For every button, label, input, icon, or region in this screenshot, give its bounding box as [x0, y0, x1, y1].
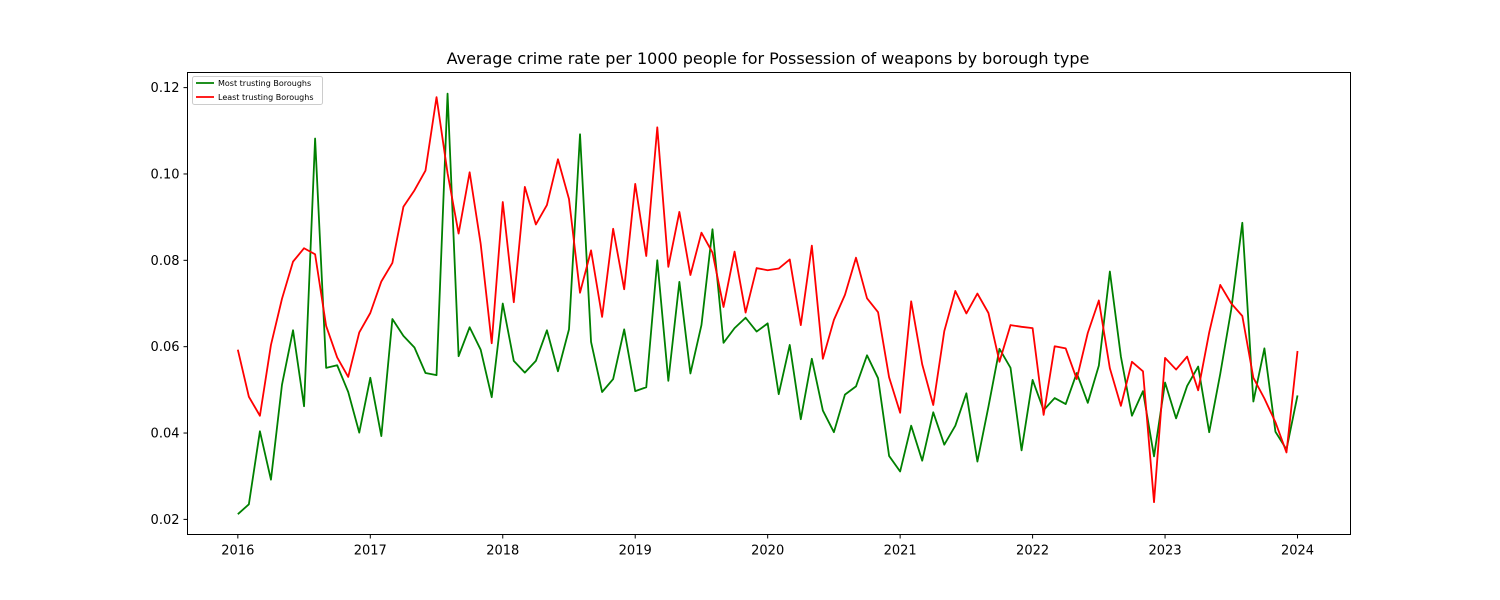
chart-title: Average crime rate per 1000 people for P…: [447, 49, 1090, 68]
y-tick-label: 0.10: [151, 167, 180, 182]
legend: Most trusting Boroughs Least trusting Bor…: [192, 76, 323, 105]
x-tick-label: 2022: [1016, 544, 1049, 559]
legend-box: [192, 76, 323, 105]
x-tick-label: 2020: [751, 544, 784, 559]
x-tick-label: 2016: [221, 544, 254, 559]
y-tick-label: 0.12: [151, 81, 180, 96]
x-tick-label: 2018: [486, 544, 519, 559]
series-line-most-trusting: [237, 92, 1299, 515]
y-tick-label: 0.06: [151, 340, 180, 355]
legend-label: Least trusting Boroughs: [218, 93, 313, 102]
series-layer: [236, 92, 1299, 515]
x-tick-label: 2021: [884, 544, 917, 559]
x-axis: 2016 2017 2018 2019 2020 2021 2022 2023 2024: [221, 534, 1314, 559]
y-tick-label: 0.04: [151, 427, 180, 442]
y-tick-label: 0.08: [151, 254, 180, 269]
x-tick-label: 2024: [1281, 544, 1314, 559]
plot-frame: [187, 72, 1351, 535]
y-axis: 0.02 0.04 0.06 0.08 0.10 0.12: [151, 81, 188, 528]
series-line-least-trusting: [236, 96, 1299, 504]
x-tick-label: 2019: [619, 544, 652, 559]
y-tick-label: 0.02: [151, 513, 180, 528]
x-tick-label: 2017: [354, 544, 387, 559]
legend-label: Most trusting Boroughs: [218, 79, 311, 88]
x-tick-label: 2023: [1149, 544, 1182, 559]
